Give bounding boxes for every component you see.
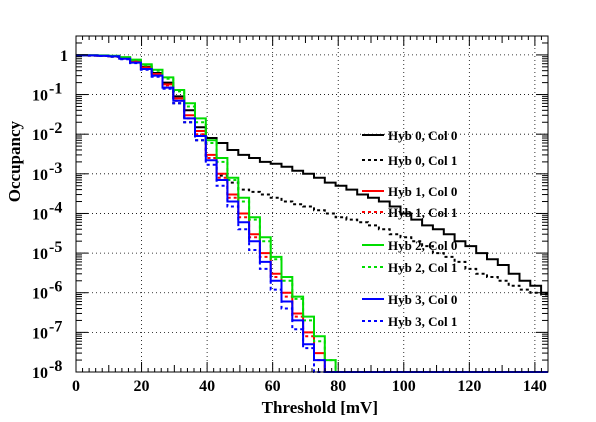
legend: Hyb 0, Col 0 Hyb 0, Col 1 Hyb 1, Col 0 Hyb … bbox=[362, 128, 457, 329]
y-tick-label: 10 bbox=[32, 286, 48, 303]
legend-label-5: Hyb 2, Col 1 bbox=[388, 260, 457, 275]
axis-ticks bbox=[75, 35, 549, 373]
x-tick-labels: 0 20 40 60 80 100 120 140 bbox=[72, 378, 547, 395]
y-tick-label: 10 bbox=[32, 88, 48, 105]
y-axis-title: Occupancy bbox=[5, 121, 24, 203]
series-line-1 bbox=[76, 54, 548, 296]
y-tick-label: 10 bbox=[32, 206, 48, 223]
y-tick-exponent: -1 bbox=[49, 81, 62, 98]
legend-label-7: Hyb 3, Col 1 bbox=[388, 314, 457, 329]
y-tick-exponent: -3 bbox=[49, 160, 62, 177]
x-tick-label: 20 bbox=[134, 378, 150, 395]
x-tick-label: 60 bbox=[265, 378, 281, 395]
x-tick-label: 140 bbox=[523, 378, 547, 395]
x-tick-label: 0 bbox=[72, 378, 80, 395]
y-tick-label: 10 bbox=[32, 246, 48, 263]
legend-label-1: Hyb 0, Col 1 bbox=[388, 153, 457, 168]
legend-label-4: Hyb 2, Col 0 bbox=[388, 238, 457, 253]
x-tick-label: 40 bbox=[199, 378, 215, 395]
y-tick-exponent: -4 bbox=[49, 199, 62, 216]
legend-label-3: Hyb 1, Col 1 bbox=[388, 205, 457, 220]
y-tick-label: 10 bbox=[32, 127, 48, 144]
y-tick-label: 10 bbox=[32, 325, 48, 342]
x-tick-label: 80 bbox=[330, 378, 346, 395]
y-tick-exponent: -2 bbox=[49, 120, 62, 137]
y-tick-exponent: -6 bbox=[49, 279, 62, 296]
x-axis-title: Threshold [mV] bbox=[262, 398, 378, 417]
legend-label-6: Hyb 3, Col 0 bbox=[388, 292, 457, 307]
y-tick-exponent: -7 bbox=[49, 318, 62, 335]
y-tick-label: 1 bbox=[60, 48, 68, 65]
legend-label-2: Hyb 1, Col 0 bbox=[388, 184, 457, 199]
y-tick-label: 10 bbox=[32, 365, 48, 382]
legend-label-0: Hyb 0, Col 0 bbox=[388, 128, 457, 143]
y-tick-exponent: -8 bbox=[49, 358, 62, 375]
x-tick-label: 100 bbox=[392, 378, 416, 395]
y-tick-exponent: -5 bbox=[49, 239, 62, 256]
y-tick-labels: 110-110-210-310-410-510-610-710-8 bbox=[32, 48, 68, 382]
y-tick-label: 10 bbox=[32, 167, 48, 184]
x-tick-label: 120 bbox=[457, 378, 481, 395]
